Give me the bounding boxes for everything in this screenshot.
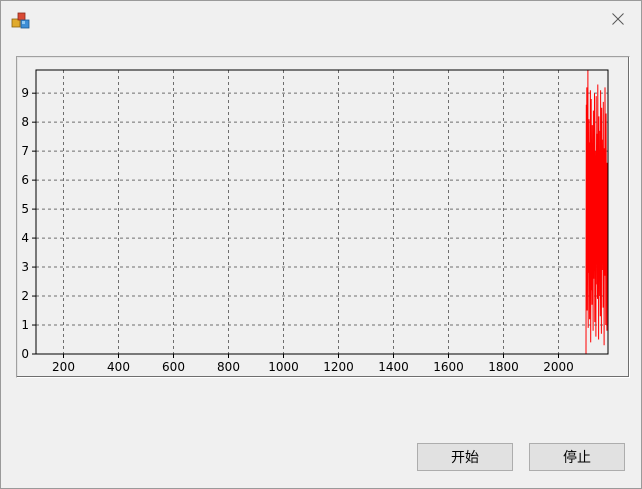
y-tick-label: 9 — [21, 86, 29, 100]
chart-panel: 200 400 600 800 1000 1200 1400 1600 1800 2000 0 1 2… — [16, 56, 630, 378]
x-tick-label: 800 — [217, 360, 240, 374]
chart-series — [36, 69, 608, 355]
y-tick-label: 4 — [21, 231, 29, 245]
chart-grid — [36, 70, 608, 354]
close-icon — [612, 13, 624, 25]
y-tick-label: 6 — [21, 173, 29, 187]
x-tick-label: 200 — [52, 360, 75, 374]
line-chart: 200 400 600 800 1000 1200 1400 1600 1800 2000 0 1 2… — [21, 69, 609, 374]
x-axis: 200 400 600 800 1000 1200 1400 1600 1800 2000 — [52, 354, 574, 374]
stop-button[interactable]: 停止 — [529, 443, 625, 471]
y-tick-label: 8 — [21, 115, 29, 129]
start-button[interactable]: 开始 — [417, 443, 513, 471]
title-bar[interactable] — [1, 1, 641, 39]
x-tick-label: 400 — [107, 360, 130, 374]
plot-area-frame — [35, 69, 609, 355]
y-tick-label: 3 — [21, 260, 29, 274]
x-tick-label: 1600 — [433, 360, 464, 374]
y-tick-label: 0 — [21, 347, 29, 361]
y-tick-label: 5 — [21, 202, 29, 216]
x-tick-label: 1000 — [268, 360, 299, 374]
y-tick-label: 1 — [21, 318, 29, 332]
x-tick-label: 1800 — [488, 360, 519, 374]
series-line — [36, 69, 608, 355]
close-button[interactable] — [599, 3, 637, 35]
y-axis: 0 1 2 3 4 5 6 7 8 9 — [21, 86, 36, 361]
app-icon — [11, 12, 30, 29]
x-tick-label: 2000 — [543, 360, 574, 374]
x-tick-label: 600 — [162, 360, 185, 374]
x-tick-label: 1400 — [378, 360, 409, 374]
y-tick-label: 7 — [21, 144, 29, 158]
x-tick-label: 1200 — [323, 360, 354, 374]
y-tick-label: 2 — [21, 289, 29, 303]
